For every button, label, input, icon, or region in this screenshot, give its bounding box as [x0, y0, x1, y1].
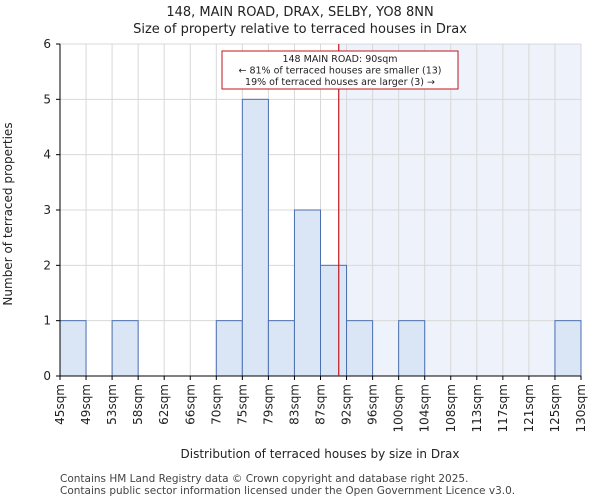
x-tick-label: 66sqm: [183, 384, 197, 425]
bar-75sqm: [241, 98, 269, 377]
x-tick-label: 83sqm: [287, 384, 301, 425]
bar-53sqm: [111, 320, 139, 377]
y-tick-label: 0: [43, 369, 51, 383]
bar-45sqm: [59, 320, 87, 377]
bar-87sqm: [320, 264, 348, 377]
chart-title: 148, MAIN ROAD, DRAX, SELBY, YO8 8NN: [166, 5, 434, 20]
x-tick-label: 100sqm: [392, 384, 406, 432]
annotation-box: [221, 50, 459, 90]
bar-100sqm: [398, 320, 426, 377]
bar-125sqm: [554, 320, 582, 377]
x-axis-label: Distribution of terraced houses by size …: [181, 447, 460, 461]
x-tick-label: 53sqm: [105, 384, 119, 425]
x-tick-label: 117sqm: [496, 384, 510, 432]
y-tick-label: 4: [43, 148, 51, 162]
x-tick-label: 70sqm: [209, 384, 223, 425]
x-tick-label: 87sqm: [314, 384, 328, 425]
x-tick-label: 121sqm: [522, 384, 536, 432]
bar-70sqm: [215, 320, 243, 377]
x-tick-label: 92sqm: [340, 384, 354, 425]
y-tick-label: 6: [43, 37, 51, 51]
x-tick-label: 75sqm: [235, 384, 249, 425]
x-tick-label: 79sqm: [261, 384, 275, 425]
x-tick-label: 113sqm: [470, 384, 484, 432]
footer-line-1: Contains HM Land Registry data © Crown c…: [60, 473, 469, 485]
bar-92sqm: [346, 320, 374, 377]
annotation-line-2: ← 81% of terraced houses are smaller (13…: [238, 66, 441, 77]
chart-subtitle: Size of property relative to terraced ho…: [133, 22, 467, 37]
x-tick-label: 125sqm: [548, 384, 562, 432]
footer-line-2: Contains public sector information licen…: [60, 485, 516, 497]
x-tick-label: 130sqm: [574, 384, 588, 432]
bar-83sqm: [293, 209, 322, 377]
x-tick-label: 96sqm: [366, 384, 380, 425]
y-tick-label: 5: [43, 92, 51, 106]
x-tick-label: 62sqm: [157, 384, 171, 425]
y-tick-label: 3: [43, 203, 51, 217]
x-tick-label: 45sqm: [53, 384, 67, 425]
y-tick-label: 1: [43, 314, 51, 328]
annotation-line-1: 148 MAIN ROAD: 90sqm: [282, 54, 397, 65]
x-tick-label: 58sqm: [131, 384, 145, 425]
x-tick-label: 49sqm: [79, 384, 93, 425]
x-tick-label: 108sqm: [444, 384, 458, 432]
x-tick-label: 104sqm: [418, 384, 432, 432]
y-axis-label: Number of terraced properties: [1, 122, 15, 305]
y-tick-label: 2: [43, 258, 51, 272]
bar-79sqm: [267, 320, 295, 377]
annotation-line-3: 19% of terraced houses are larger (3) →: [245, 77, 435, 88]
